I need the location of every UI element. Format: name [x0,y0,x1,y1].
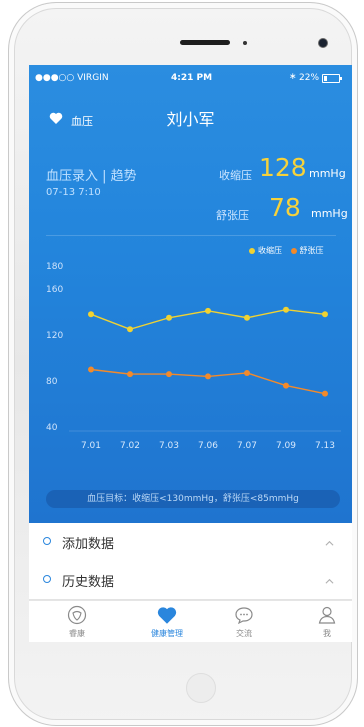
earpiece-speaker [180,40,230,45]
data-point-diastolic[interactable] [166,371,172,378]
data-point-systolic[interactable] [205,307,211,314]
data-point-systolic[interactable] [166,314,172,321]
data-point-diastolic[interactable] [205,373,211,380]
y-tick-label: 160 [46,285,63,295]
front-camera [319,39,327,47]
y-tick-label: 40 [46,423,58,433]
bullet-icon [43,537,51,545]
proximity-sensor [243,41,247,45]
y-tick-label: 180 [46,262,63,272]
measure-type-label[interactable]: 血压 [71,115,93,128]
add-data-row[interactable]: 添加数据 [29,523,352,562]
record-trend-title[interactable]: 血压录入 | 趋势 [46,169,137,184]
tab-health-management[interactable]: 健康管理 [137,601,197,642]
tab-chat[interactable]: 交流 [214,601,274,642]
battery-icon [322,74,342,83]
legend-label-systolic: 收缩压 [258,246,282,255]
data-point-diastolic[interactable] [244,369,250,376]
legend-label-diastolic: 舒张压 [299,246,324,255]
add-data-label: 添加数据 [62,537,115,552]
bluetooth-icon: ∗ [289,72,297,82]
legend-swatch-diastolic [290,247,297,254]
x-tick-label: 7.06 [198,441,218,451]
tab-ruikang[interactable]: 睿康 [47,601,107,642]
blood-pressure-panel: ●●●○○ VIRGIN 4:21 PM ∗ 22% 血压 刘小军 血压录入 |… [29,65,352,523]
legend-item-diastolic: 舒张压 [290,246,324,255]
status-time: 4:21 PM [171,73,213,83]
data-point-systolic[interactable] [244,314,250,321]
y-tick-label: 120 [46,331,63,341]
person-icon [318,606,336,624]
x-tick-label: 7.13 [315,441,335,451]
x-tick-label: 7.07 [237,441,257,451]
phone-frame: ●●●○○ VIRGIN 4:21 PM ∗ 22% 血压 刘小军 血压录入 |… [8,2,358,726]
systolic-value: 128 [259,153,307,182]
tab-label: 健康管理 [151,629,183,638]
record-date: 07-13 7:10 [46,187,101,198]
diastolic-value: 78 [269,193,301,222]
series-line-diastolic [90,368,326,395]
history-data-row[interactable]: 历史数据 [29,561,352,600]
x-tick-label: 7.01 [81,441,101,451]
legend-swatch-systolic [249,247,255,254]
x-tick-label: 7.03 [159,441,179,451]
chevron-up-icon[interactable] [325,577,334,586]
battery-percentage: 22% [299,73,320,83]
trend-chart: 180 160 120 80 40 7.01 7.02 7.03 7.06 7.07 7.09 7.1… [46,262,341,451]
app-screen: ●●●○○ VIRGIN 4:21 PM ∗ 22% 血压 刘小军 血压录入 |… [29,65,352,642]
bullet-icon [43,575,51,583]
data-point-diastolic[interactable] [283,382,289,389]
status-bar: ●●●○○ VIRGIN 4:21 PM ∗ 22% [29,65,352,91]
history-data-label: 历史数据 [62,575,115,590]
diastolic-label: 舒张压 [216,209,249,222]
carrier-label: ●●●○○ VIRGIN [35,73,109,83]
divider [46,235,336,236]
tab-label: 交流 [236,629,252,638]
heart-icon[interactable] [49,112,63,124]
diastolic-unit: mmHg [311,207,348,220]
tab-label: 睿康 [69,629,85,638]
systolic-label: 收缩压 [219,169,252,182]
data-point-systolic[interactable] [322,311,328,318]
x-tick-label: 7.02 [120,441,140,451]
chart-legend: 收缩压 舒张压 [249,245,330,256]
data-point-diastolic[interactable] [127,371,133,378]
data-point-diastolic[interactable] [322,390,328,397]
chat-icon [235,607,253,625]
y-tick-label: 80 [46,377,58,387]
heart-icon [157,607,177,624]
shield-icon [67,605,87,625]
tab-label: 我 [323,629,331,638]
goal-banner: 血压目标：收缩压<130mmHg，舒张压<85mmHg [46,490,340,508]
data-point-diastolic[interactable] [88,366,94,373]
page-title: 刘小军 [166,110,215,129]
chevron-up-icon[interactable] [325,539,334,548]
x-tick-label: 7.09 [276,441,296,451]
bottom-tab-bar: 睿康 健康管理 交流 我 [29,600,352,642]
data-point-systolic[interactable] [127,326,133,333]
tab-me[interactable]: 我 [297,601,352,642]
home-button[interactable] [186,673,216,703]
data-point-systolic[interactable] [88,311,94,318]
systolic-unit: mmHg [309,167,346,180]
legend-item-systolic: 收缩压 [249,246,282,255]
data-point-systolic[interactable] [283,306,289,313]
